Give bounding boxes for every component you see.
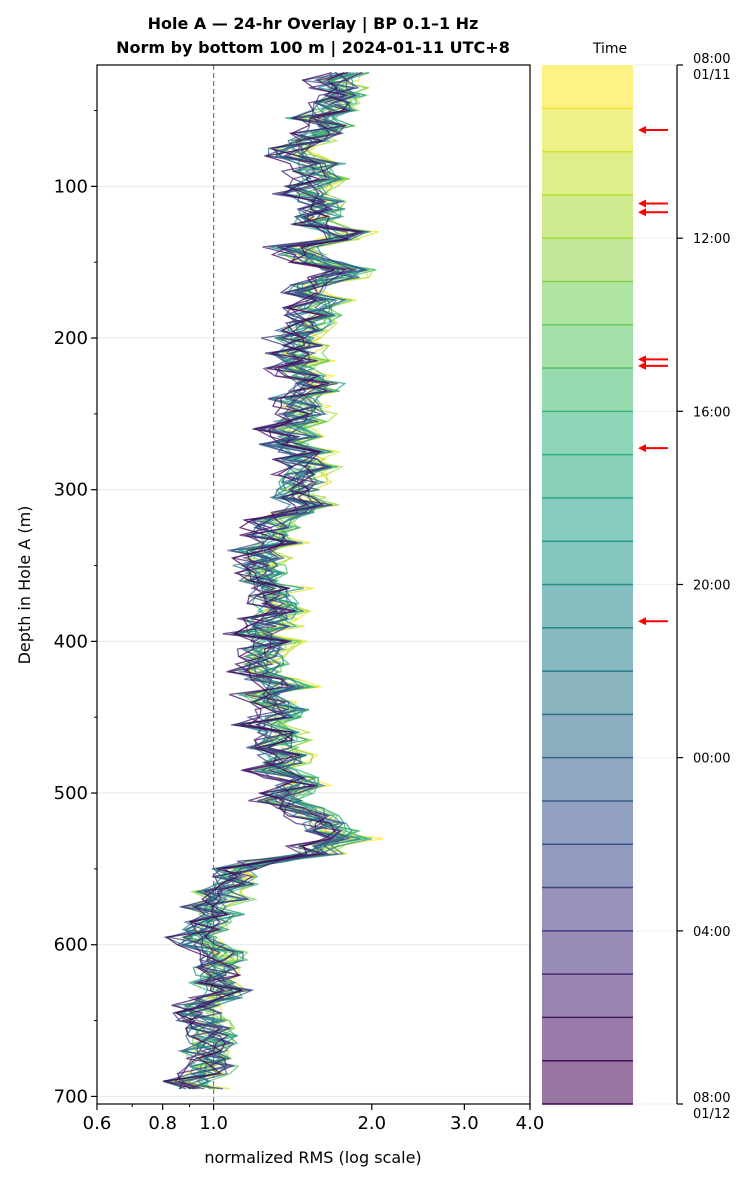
colorbar-band [542, 1017, 633, 1061]
x-tick-label: 0.8 [148, 1113, 177, 1134]
colorbar-tick-label: 08:00 [693, 1091, 730, 1106]
x-tick-label: 2.0 [357, 1113, 386, 1134]
colorbar-band [542, 65, 633, 109]
colorbar-ticks: 08:0001/1112:0016:0020:0000:0004:0008:00… [677, 52, 730, 1122]
y-axis-label: Depth in Hole A (m) [15, 506, 34, 665]
x-tick-label: 0.6 [83, 1113, 112, 1134]
colorbar-tick-sublabel: 01/12 [693, 1107, 730, 1122]
colorbar-band [542, 627, 633, 672]
x-tick-label: 4.0 [516, 1113, 545, 1134]
event-arrow-head [638, 355, 646, 364]
event-arrow-head [638, 361, 646, 370]
event-arrow-head [638, 617, 646, 626]
x-axis-ticks: 0.6 0.8 1.0 2.0 3.0 4.0 [83, 1104, 545, 1134]
colorbar-band [542, 1060, 633, 1104]
y-tick-label: 600 [54, 935, 88, 956]
profile-lines [162, 71, 384, 1090]
colorbar-band [542, 800, 633, 845]
profile-line [163, 72, 361, 1090]
colorbar-band [542, 887, 633, 931]
event-arrow-head [638, 199, 646, 208]
profile-line [166, 71, 370, 1090]
colorbar-band [542, 238, 633, 282]
colorbar-band [542, 281, 633, 325]
chart-title: Hole A — 24-hr Overlay | BP 0.1–1 Hz [148, 14, 479, 34]
colorbar-band [542, 757, 633, 801]
colorbar-band [542, 714, 633, 758]
colorbar-band [542, 671, 633, 715]
chart-subtitle: Norm by bottom 100 m | 2024-01-11 UTC+8 [116, 38, 510, 58]
profile-line [179, 71, 362, 1090]
y-tick-label: 100 [54, 176, 88, 197]
y-tick-label: 700 [54, 1086, 88, 1107]
x-tick-label: 1.0 [199, 1113, 228, 1134]
colorbar-tick-label: 16:00 [693, 405, 730, 420]
profile-line [164, 71, 367, 1090]
colorbar-band [542, 368, 633, 412]
y-axis-ticks: 100 200 300 400 500 600 700 [54, 110, 97, 1107]
plot-area: 0.6 0.8 1.0 2.0 3.0 4.0 100 200 300 400 500 600 700 [54, 64, 545, 1134]
colorbar-band [542, 151, 633, 195]
colorbar-band [542, 930, 633, 975]
event-arrow-head [638, 208, 646, 217]
colorbar-band [542, 584, 633, 628]
plot-frame [96, 64, 531, 1105]
colorbar-tick-label: 04:00 [693, 925, 730, 940]
colorbar-band [542, 194, 633, 239]
colorbar-band [542, 411, 633, 455]
colorbar-band [542, 497, 633, 542]
event-arrow-head [638, 444, 646, 453]
y-tick-label: 300 [54, 480, 88, 501]
colorbar-band [542, 974, 633, 1018]
colorbar-tick-label: 20:00 [693, 579, 730, 594]
y-tick-label: 500 [54, 783, 88, 804]
x-axis-label: normalized RMS (log scale) [204, 1148, 421, 1167]
colorbar-tick-sublabel: 01/11 [693, 68, 730, 83]
colorbar-band [542, 541, 633, 585]
colorbar-tick-label: 00:00 [693, 752, 730, 767]
y-tick-label: 200 [54, 328, 88, 349]
colorbar-band [542, 108, 633, 152]
event-arrow-head [638, 125, 646, 134]
colorbar: 08:0001/1112:0016:0020:0000:0004:0008:00… [542, 41, 730, 1122]
x-tick-label: 3.0 [450, 1113, 479, 1134]
colorbar-tick-label: 12:00 [693, 232, 730, 247]
colorbar-band [542, 844, 633, 888]
colorbar-bands [542, 64, 677, 1105]
colorbar-title: Time [592, 41, 627, 57]
colorbar-band [542, 454, 633, 498]
colorbar-band [542, 324, 633, 369]
colorbar-tick-label: 08:00 [693, 52, 730, 67]
y-tick-label: 400 [54, 631, 88, 652]
event-arrows [638, 125, 668, 626]
